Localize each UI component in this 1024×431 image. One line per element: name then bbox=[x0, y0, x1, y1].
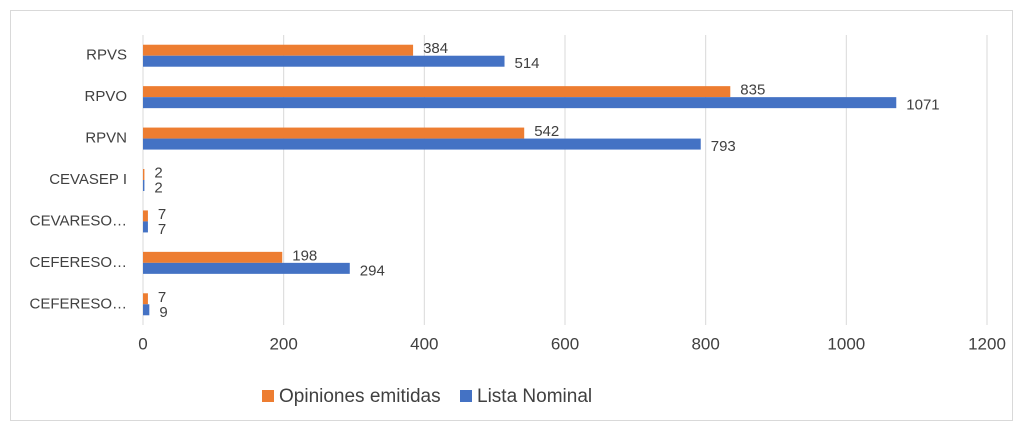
bar bbox=[143, 251, 283, 263]
bar bbox=[143, 293, 148, 305]
y-tick-label: CEFERESO… bbox=[29, 295, 127, 312]
data-label: 7 bbox=[158, 289, 166, 306]
x-tick-label: 1000 bbox=[827, 334, 865, 353]
data-label: 793 bbox=[711, 138, 736, 155]
bar bbox=[143, 221, 148, 233]
data-label: 294 bbox=[360, 262, 385, 279]
x-tick-label: 800 bbox=[691, 334, 719, 353]
y-tick-label: CEVARESO… bbox=[30, 212, 127, 229]
legend-swatch bbox=[262, 390, 274, 402]
legend-label: Opiniones emitidas bbox=[279, 386, 441, 407]
x-tick-label: 600 bbox=[551, 334, 579, 353]
x-tick-label: 0 bbox=[138, 334, 147, 353]
y-tick-label: RPVS bbox=[86, 47, 127, 64]
bar bbox=[143, 169, 145, 180]
y-tick-label: CEFERESO… bbox=[29, 254, 127, 271]
bar bbox=[143, 86, 731, 98]
chart-border bbox=[10, 10, 1013, 421]
bar bbox=[143, 180, 145, 191]
x-tick-label: 200 bbox=[269, 334, 297, 353]
x-tick-label: 400 bbox=[410, 334, 438, 353]
bar bbox=[143, 55, 505, 67]
data-label: 9 bbox=[159, 304, 167, 321]
bar bbox=[143, 44, 414, 56]
data-label: 198 bbox=[292, 247, 317, 264]
data-label: 7 bbox=[158, 221, 166, 238]
data-label: 542 bbox=[534, 123, 559, 140]
data-label: 384 bbox=[423, 40, 448, 57]
data-label: 2 bbox=[154, 164, 162, 181]
legend-label: Lista Nominal bbox=[477, 386, 592, 407]
bar bbox=[143, 304, 150, 316]
bar bbox=[143, 138, 701, 150]
bar bbox=[143, 262, 350, 274]
data-label: 514 bbox=[515, 55, 540, 72]
bar bbox=[143, 97, 897, 109]
data-label: 7 bbox=[158, 206, 166, 223]
y-tick-label: RPVO bbox=[84, 88, 127, 105]
bar bbox=[143, 210, 148, 222]
data-label: 1071 bbox=[906, 97, 939, 114]
y-tick-label: CEVASEP I bbox=[49, 171, 127, 188]
y-tick-label: RPVN bbox=[85, 130, 127, 147]
bar bbox=[143, 127, 525, 139]
x-tick-label: 1200 bbox=[968, 334, 1006, 353]
data-label: 835 bbox=[740, 82, 765, 99]
legend-swatch bbox=[460, 390, 472, 402]
data-label: 2 bbox=[154, 179, 162, 196]
legend: Opiniones emitidas Lista Nominal bbox=[262, 386, 592, 407]
